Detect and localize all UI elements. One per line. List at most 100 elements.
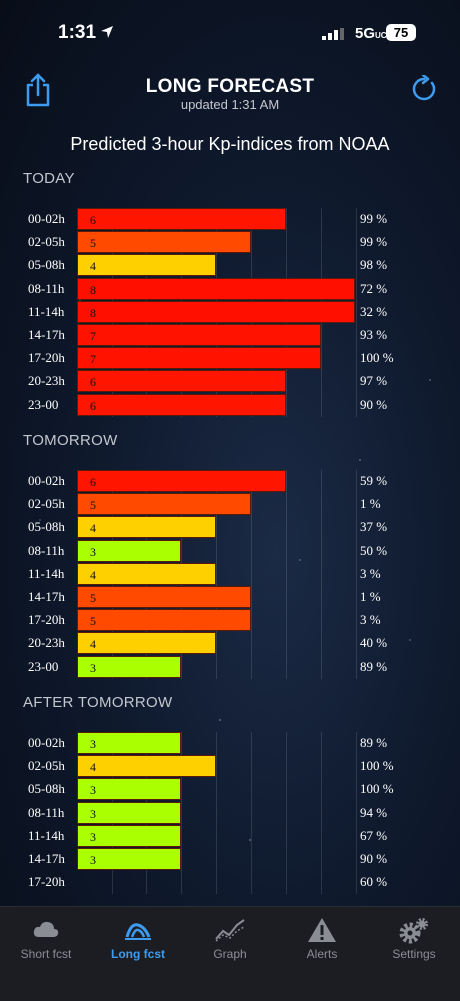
gear-icon [399, 918, 428, 944]
kp-bar: 4 [77, 632, 217, 655]
share-icon[interactable] [24, 73, 52, 107]
forecast-row: 08-11h 3 50 % [0, 539, 460, 562]
time-range-label: 00-02h [28, 211, 65, 226]
kp-value: 6 [90, 213, 96, 227]
kp-value: 7 [90, 329, 96, 343]
kp-value: 3 [90, 544, 96, 559]
tab-alerts[interactable]: Alerts [276, 907, 368, 977]
kp-bar: 6 [77, 370, 286, 393]
probability-label: 90 % [360, 396, 388, 412]
forecast-row: 05-08h 4 37 % [0, 516, 460, 539]
kp-bar: 6 [77, 208, 286, 230]
grid-line [251, 470, 252, 679]
probability-label: 99 % [360, 211, 388, 226]
section-title: TODAY [23, 170, 75, 187]
status-bar: 1:31 5GUC 75 [0, 0, 460, 60]
kp-bar: 3 [77, 801, 182, 824]
time-range-label: 14-17h [28, 327, 65, 342]
status-time: 1:31 [58, 22, 97, 43]
forecast-row: 17-20h 7 100 % [0, 347, 460, 370]
graph-icon [215, 919, 245, 942]
battery-indicator: 75 [386, 24, 416, 41]
forecast-row: 14-17h 5 1 % [0, 586, 460, 608]
refresh-icon[interactable] [410, 75, 438, 103]
probability-label: 93 % [360, 327, 388, 342]
forecast-row: 20-23h 4 40 % [0, 632, 460, 655]
probability-label: 94 % [360, 804, 388, 820]
probability-label: 1 % [360, 589, 381, 604]
kp-bar: 5 [77, 493, 251, 516]
probability-label: 100 % [360, 350, 394, 366]
kp-bar: 3 [77, 539, 182, 562]
probability-label: 3 % [360, 612, 381, 628]
forecast-row: 05-08h 4 98 % [0, 254, 460, 277]
probability-label: 60 % [360, 874, 388, 890]
section-title: TOMORROW [23, 432, 118, 449]
grid-line [181, 732, 182, 895]
kp-value: 3 [90, 806, 96, 821]
probability-label: 98 % [360, 257, 388, 273]
forecast-row: 14-17h 7 93 % [0, 324, 460, 346]
forecast-row: 00-02h 6 99 % [0, 208, 460, 230]
page-title: LONG FORECAST [145, 76, 315, 97]
forecast-row: 08-11h 3 94 % [0, 801, 460, 824]
time-range-label: 00-02h [28, 735, 65, 750]
probability-label: 89 % [360, 658, 388, 674]
section-title: AFTER TOMORROW [23, 694, 173, 711]
grid-line [286, 732, 287, 895]
network-label: 5GUC [355, 25, 387, 42]
time-range-label: 05-08h [28, 519, 65, 535]
time-range-label: 11-14h [28, 565, 65, 581]
forecast-row: 11-14h 4 3 % [0, 562, 460, 585]
probability-label: 3 % [360, 565, 381, 581]
kp-value: 4 [90, 760, 96, 775]
grid-line [216, 470, 217, 679]
tab-graph[interactable]: Graph [184, 907, 276, 977]
forecast-row: 02-05h 4 100 % [0, 755, 460, 778]
kp-value: 3 [90, 829, 96, 844]
kp-value: 7 [90, 352, 96, 367]
kp-value: 4 [90, 521, 96, 536]
kp-bar: 4 [77, 516, 217, 539]
time-range-label: 17-20h [28, 612, 65, 628]
kp-bar: 3 [77, 848, 182, 870]
kp-bar: 6 [77, 393, 286, 416]
probability-label: 99 % [360, 234, 388, 250]
forecast-subtitle: Predicted 3-hour Kp-indices from NOAA [70, 134, 390, 154]
forecast-row: 17-20h 5 3 % [0, 609, 460, 632]
kp-value: 3 [90, 853, 96, 867]
time-range-label: 20-23h [28, 373, 65, 389]
grid-line [286, 470, 287, 679]
probability-label: 59 % [360, 473, 388, 488]
cloud-icon [33, 921, 59, 937]
kp-value: 3 [90, 737, 96, 751]
forecast-row: 23-00 6 90 % [0, 393, 460, 416]
kp-bar: 3 [77, 778, 182, 801]
time-range-label: 23-00 [28, 396, 59, 412]
time-range-label: 08-11h [28, 804, 65, 820]
grid-line [321, 732, 322, 895]
tab-long-forecast[interactable]: Long fcst [92, 907, 184, 977]
grid-line [321, 470, 322, 679]
forecast-row: 00-02h 3 89 % [0, 732, 460, 754]
tab-short-forecast[interactable]: Short fcst [0, 907, 92, 977]
time-range-label: 02-05h [28, 496, 65, 512]
kp-value: 8 [90, 282, 96, 297]
kp-value: 5 [90, 591, 96, 605]
alert-icon [308, 918, 336, 942]
forecast-row: 17-20h 60 % [0, 871, 460, 893]
kp-bar: 5 [77, 231, 251, 254]
kp-value: 6 [90, 398, 96, 413]
location-arrow-icon [101, 26, 113, 38]
time-range-label: 05-08h [28, 781, 65, 797]
kp-bar: 6 [77, 470, 286, 492]
forecast-row: 02-05h 5 1 % [0, 493, 460, 516]
probability-label: 100 % [360, 758, 394, 774]
grid-line [356, 208, 357, 417]
kp-bar: 4 [77, 755, 217, 778]
forecast-row: 00-02h 6 59 % [0, 470, 460, 492]
tab-settings[interactable]: Settings [368, 907, 460, 977]
probability-label: 50 % [360, 542, 388, 558]
time-range-label: 08-11h [28, 280, 65, 296]
probability-label: 89 % [360, 735, 388, 750]
